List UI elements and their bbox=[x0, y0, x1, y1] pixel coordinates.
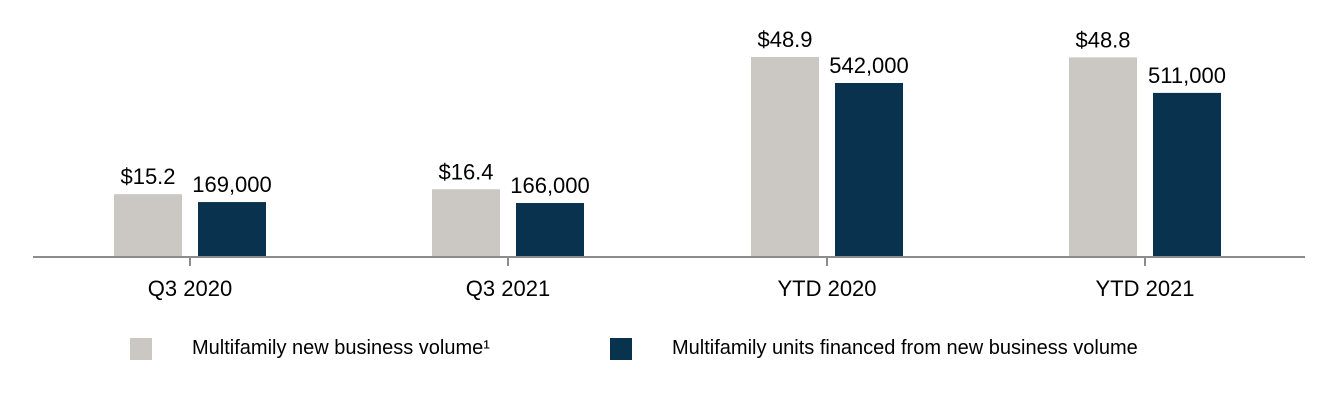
legend-swatch-units bbox=[610, 337, 632, 360]
category-label-1: Q3 2021 bbox=[466, 276, 550, 301]
value-label-volume-0: $15.2 bbox=[120, 164, 175, 189]
x-axis-ticks bbox=[189, 257, 1146, 266]
legend-swatch-volume bbox=[130, 337, 152, 360]
value-label-volume-1: $16.4 bbox=[438, 159, 493, 184]
legend-item-units: Multifamily units financed from new busi… bbox=[610, 337, 1138, 360]
bars-layer bbox=[114, 57, 1221, 256]
legend: Multifamily new business volume¹ Multifa… bbox=[0, 337, 1334, 367]
bar-units-1 bbox=[516, 203, 584, 256]
value-label-units-2: 542,000 bbox=[829, 53, 909, 78]
value-labels-layer: $15.2 169,000 $16.4 166,000 $48.9 542,000 $48.… bbox=[120, 27, 1225, 198]
legend-label-volume: Multifamily new business volume¹ bbox=[192, 337, 490, 359]
bar-volume-0 bbox=[114, 194, 182, 256]
x-axis-labels: Q3 2020 Q3 2021 YTD 2020 YTD 2021 bbox=[148, 276, 1195, 301]
value-label-units-0: 169,000 bbox=[192, 172, 272, 197]
category-label-0: Q3 2020 bbox=[148, 276, 232, 301]
bar-units-3 bbox=[1153, 92, 1221, 256]
bar-volume-2 bbox=[751, 57, 819, 256]
legend-label-units: Multifamily units financed from new busi… bbox=[672, 337, 1138, 359]
value-label-volume-3: $48.8 bbox=[1075, 27, 1130, 52]
value-label-volume-2: $48.9 bbox=[757, 27, 812, 52]
bar-units-0 bbox=[198, 202, 266, 256]
bar-volume-3 bbox=[1069, 57, 1137, 256]
bar-units-2 bbox=[835, 83, 903, 256]
value-label-units-3: 511,000 bbox=[1148, 63, 1226, 88]
value-label-units-1: 166,000 bbox=[510, 173, 590, 198]
category-label-3: YTD 2021 bbox=[1095, 276, 1194, 301]
legend-item-volume: Multifamily new business volume¹ bbox=[130, 337, 490, 360]
bar-volume-1 bbox=[432, 189, 500, 256]
category-label-2: YTD 2020 bbox=[777, 276, 876, 301]
